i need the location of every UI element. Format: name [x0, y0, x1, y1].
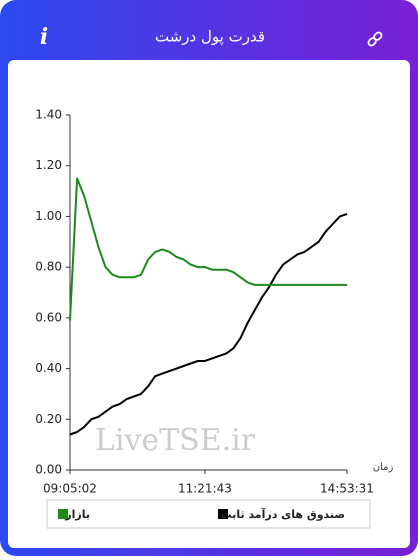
y-tick-label: 0.20 [35, 412, 62, 426]
y-tick-label: 1.40 [35, 108, 62, 122]
x-tick-label: 09:05:02 [43, 482, 97, 496]
series-line [69, 177, 347, 321]
y-tick-label: 1.00 [35, 209, 62, 223]
x-axis-label: زمان [373, 462, 394, 473]
link-icon[interactable] [367, 31, 383, 47]
legend-label: صندوق های درآمد ثابت [221, 507, 345, 521]
y-tick-label: 1.20 [35, 158, 62, 172]
series-line [69, 212, 348, 436]
legend-label: بازار [64, 508, 90, 521]
y-tick-label: 0.00 [35, 463, 62, 477]
y-tick-label: 0.60 [35, 310, 62, 324]
x-tick-label: 11:21:43 [178, 482, 232, 496]
chart-title: قدرت پول درشت [155, 28, 265, 47]
info-icon[interactable]: i [40, 24, 48, 50]
watermark: LiveTSE.ir [95, 423, 256, 458]
y-tick-label: 0.80 [35, 260, 62, 274]
x-tick-label: 14:53:31 [320, 482, 374, 496]
card [8, 60, 410, 548]
legend-swatch [58, 509, 68, 519]
legend-box [46, 499, 371, 529]
y-tick-label: 0.40 [35, 361, 62, 375]
legend-swatch [218, 509, 228, 519]
